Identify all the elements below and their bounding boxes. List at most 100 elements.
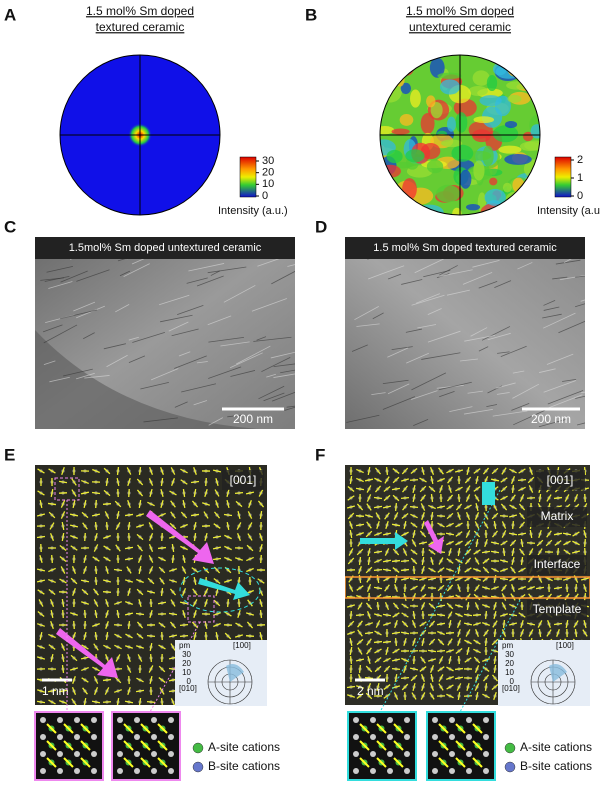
vector bbox=[123, 723, 134, 734]
vector bbox=[366, 638, 372, 646]
streak bbox=[543, 380, 577, 393]
vector bbox=[385, 466, 389, 476]
vector bbox=[356, 503, 364, 511]
panel-label: A bbox=[4, 5, 16, 24]
vector bbox=[60, 500, 66, 508]
streak bbox=[415, 293, 440, 304]
streak bbox=[210, 270, 221, 276]
panel-label: B bbox=[305, 5, 317, 24]
streak bbox=[354, 306, 379, 321]
vector bbox=[37, 611, 45, 617]
streak bbox=[382, 396, 415, 410]
vector bbox=[573, 593, 579, 601]
vector bbox=[347, 557, 355, 565]
vector bbox=[81, 511, 89, 519]
cation bbox=[466, 751, 472, 757]
vector bbox=[455, 740, 466, 751]
vector bbox=[213, 599, 221, 607]
vector bbox=[518, 586, 526, 590]
vector bbox=[475, 475, 479, 485]
streak bbox=[44, 275, 70, 282]
vector bbox=[383, 494, 391, 502]
vector bbox=[436, 505, 446, 509]
texture-blob bbox=[386, 149, 403, 164]
vector bbox=[37, 644, 45, 650]
vector bbox=[259, 609, 263, 619]
vector bbox=[391, 523, 401, 527]
vector bbox=[223, 513, 233, 517]
vector bbox=[490, 478, 500, 482]
vector bbox=[463, 695, 473, 697]
vector bbox=[105, 521, 109, 531]
vector bbox=[508, 532, 518, 536]
streak bbox=[492, 410, 528, 417]
vector bbox=[179, 634, 189, 638]
vector bbox=[484, 682, 488, 692]
vector bbox=[492, 620, 498, 628]
vector bbox=[235, 500, 243, 508]
vector bbox=[493, 520, 497, 530]
streak bbox=[42, 324, 63, 333]
region-label: Matrix bbox=[541, 509, 574, 523]
streak bbox=[251, 298, 287, 312]
vector bbox=[529, 529, 533, 539]
tag-bg bbox=[527, 507, 587, 527]
streak bbox=[220, 341, 250, 347]
vector bbox=[464, 548, 472, 556]
vector bbox=[475, 502, 479, 512]
cation bbox=[483, 768, 489, 774]
vector bbox=[393, 757, 404, 768]
vector bbox=[410, 467, 418, 475]
vector bbox=[374, 558, 382, 564]
streak bbox=[478, 280, 498, 289]
vector bbox=[148, 566, 154, 574]
streak bbox=[73, 301, 96, 312]
vector bbox=[60, 566, 66, 574]
streak bbox=[539, 368, 556, 373]
vector bbox=[346, 604, 356, 608]
vector bbox=[502, 547, 506, 557]
vector bbox=[93, 599, 99, 607]
vector bbox=[464, 557, 472, 565]
vector bbox=[464, 657, 472, 663]
vector bbox=[355, 487, 365, 491]
vector bbox=[526, 622, 536, 626]
streak bbox=[140, 381, 169, 390]
vector bbox=[429, 665, 435, 673]
streak bbox=[511, 403, 530, 411]
texture-blob bbox=[484, 188, 506, 206]
texture-blob bbox=[468, 85, 488, 96]
vector bbox=[124, 700, 134, 704]
panel-title: 1.5 mol% Sm doped bbox=[406, 4, 514, 18]
streak bbox=[271, 270, 295, 285]
vector bbox=[191, 500, 199, 508]
vector bbox=[482, 657, 490, 663]
vector bbox=[235, 622, 243, 628]
vector bbox=[510, 593, 516, 601]
vector bbox=[49, 522, 55, 530]
polar-unit: pm bbox=[179, 641, 190, 650]
vector bbox=[149, 653, 153, 663]
vector bbox=[355, 613, 365, 617]
vector bbox=[445, 532, 455, 536]
scale-bar-label: 1 nm bbox=[42, 684, 69, 698]
vector bbox=[59, 555, 67, 563]
vector bbox=[373, 496, 383, 500]
cation bbox=[151, 768, 157, 774]
vector bbox=[147, 501, 155, 507]
vector bbox=[437, 567, 445, 573]
vector bbox=[49, 599, 55, 607]
vector bbox=[382, 622, 392, 626]
vector bbox=[510, 566, 516, 574]
vector bbox=[356, 692, 364, 700]
legend-label: A-site cations bbox=[208, 740, 280, 754]
vector bbox=[393, 584, 399, 592]
vector bbox=[213, 578, 221, 584]
vector bbox=[366, 503, 372, 511]
vector bbox=[366, 683, 372, 691]
vector bbox=[458, 655, 460, 665]
vector bbox=[430, 493, 434, 503]
vector bbox=[365, 692, 373, 700]
vector bbox=[420, 494, 426, 502]
